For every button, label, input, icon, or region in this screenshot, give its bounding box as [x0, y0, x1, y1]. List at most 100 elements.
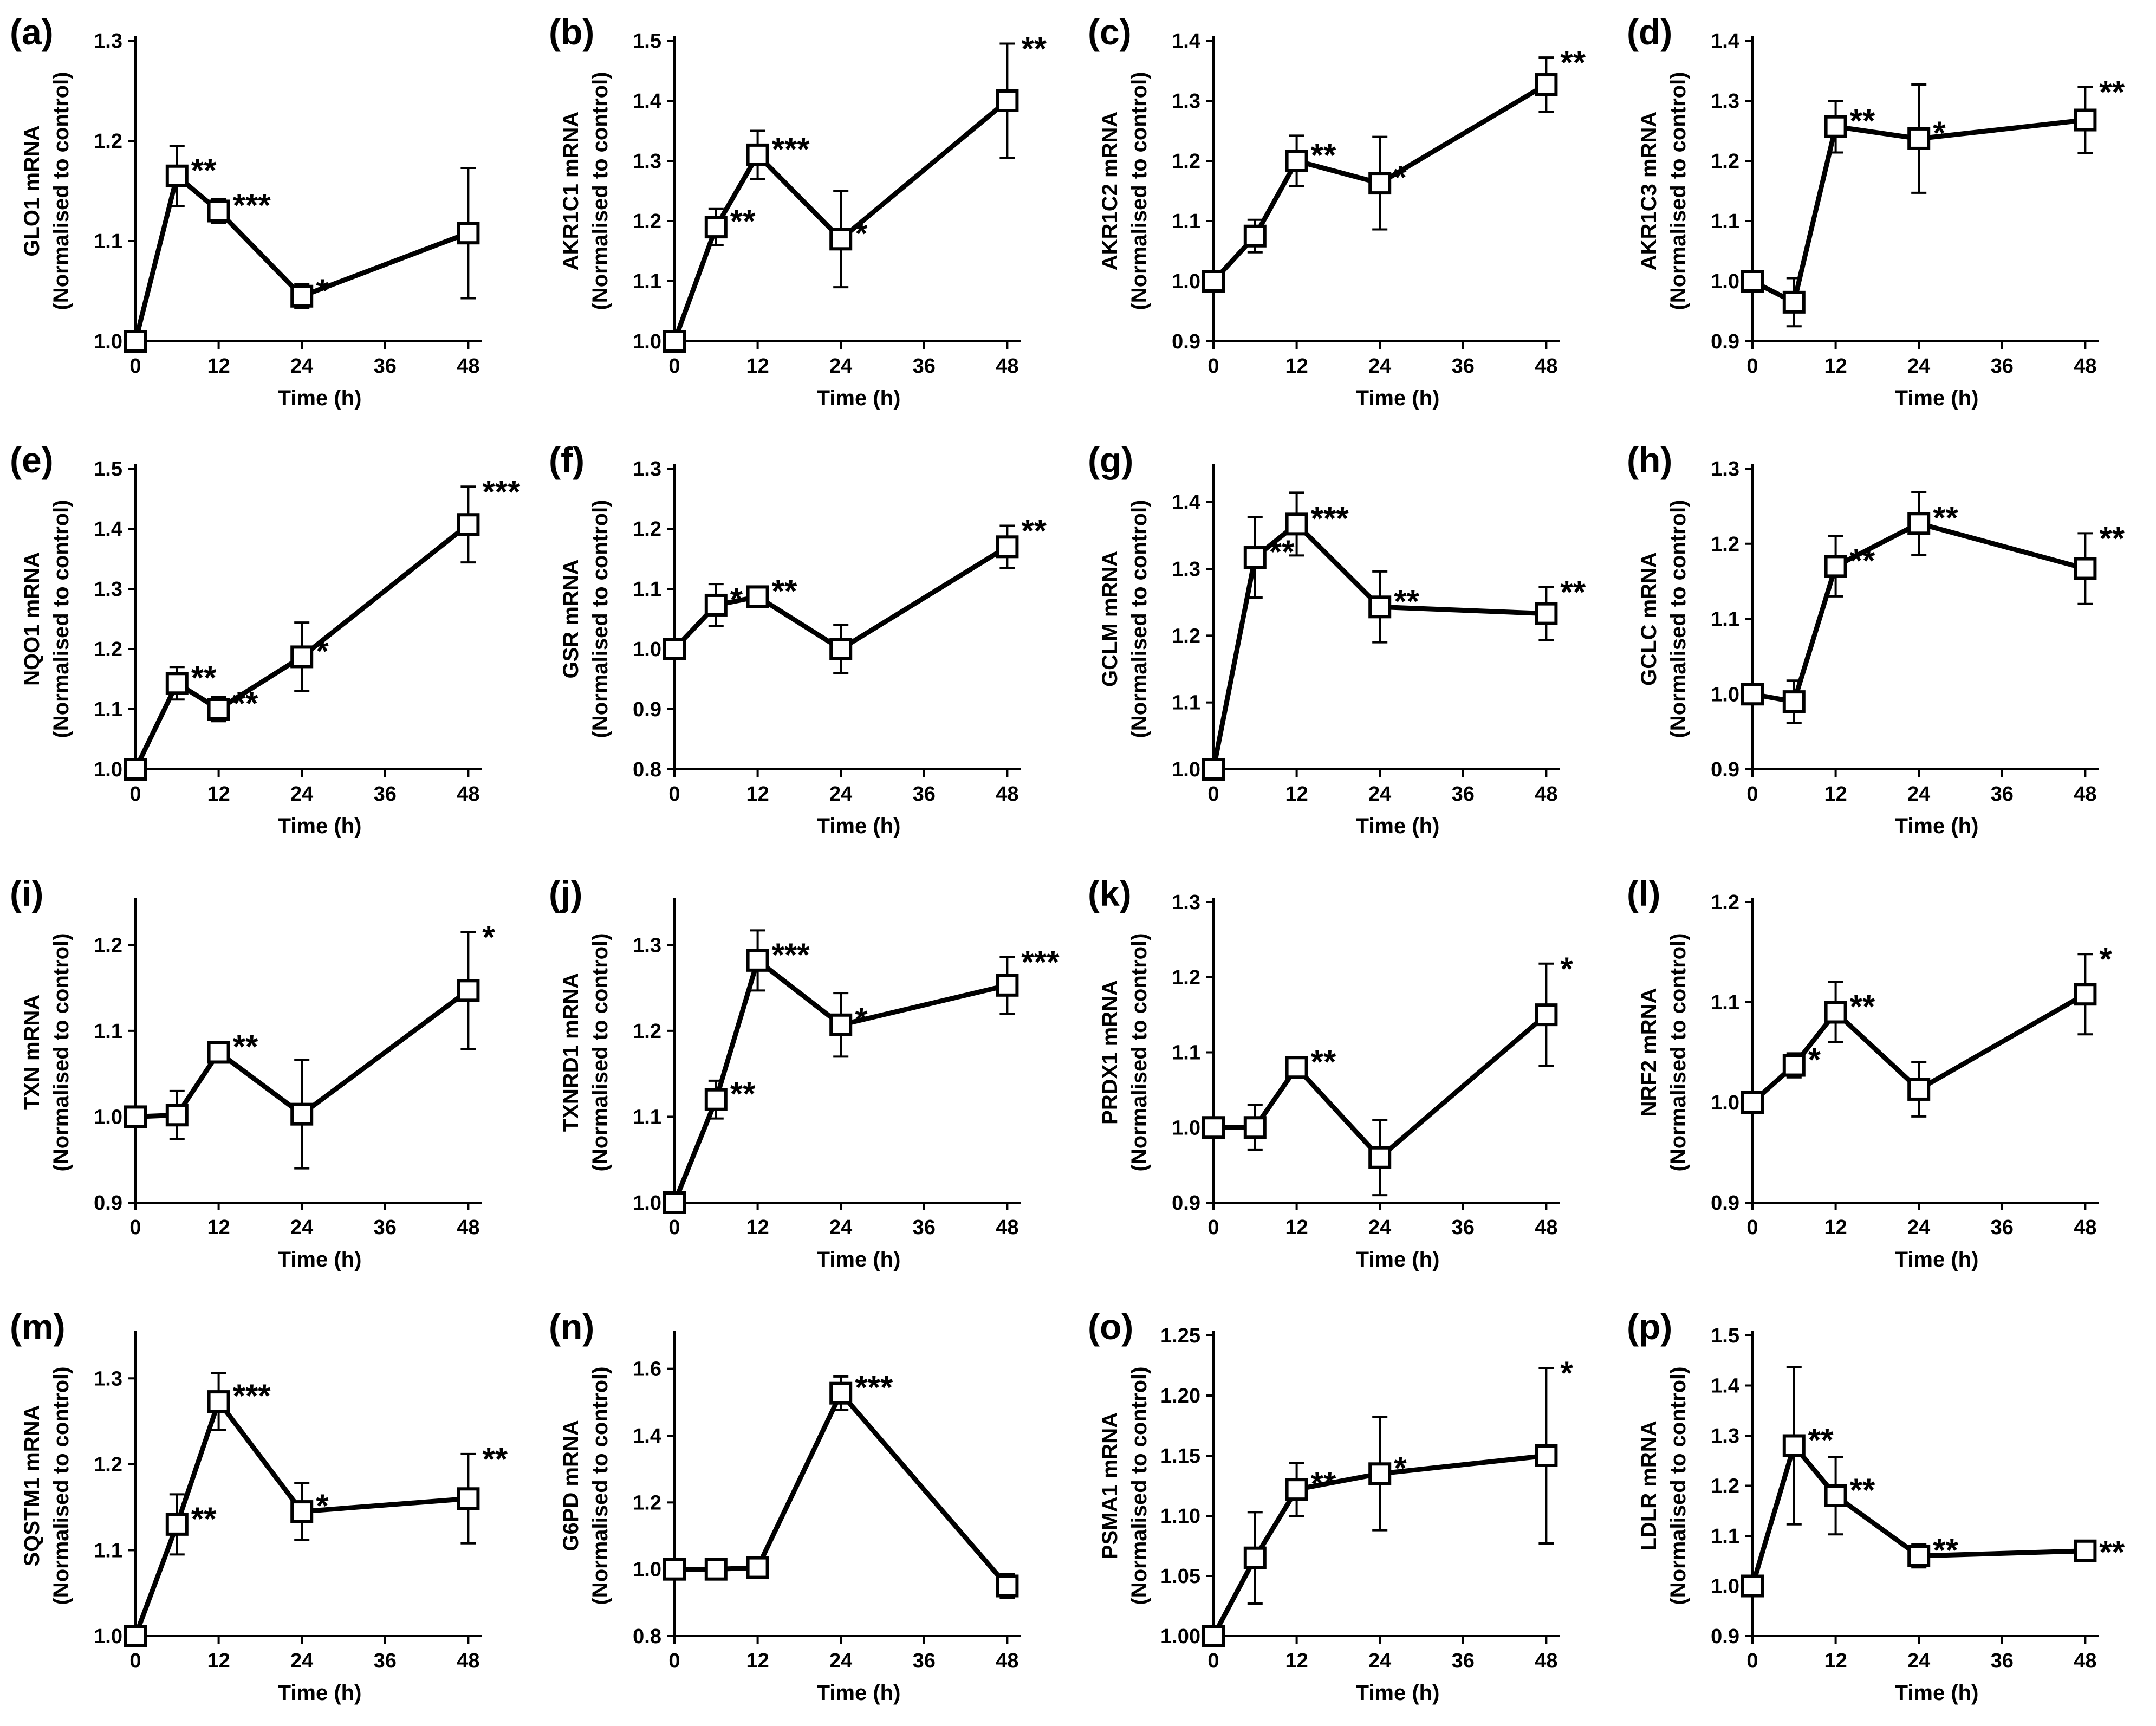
data-point: [996, 89, 1019, 112]
data-point: [1741, 1091, 1764, 1114]
significance-label: *: [1808, 1042, 1821, 1078]
data-point: [124, 1625, 147, 1647]
data-point: [165, 1513, 189, 1536]
data-point: [457, 979, 480, 1002]
significance-label: **: [1311, 1043, 1336, 1080]
significance-label: *: [2099, 941, 2112, 977]
y-tick-label: 1.3: [1711, 90, 1739, 113]
panel-letter: (b): [549, 12, 594, 52]
x-tick-label: 0: [1746, 355, 1758, 378]
panel-letter: (f): [549, 440, 585, 480]
y-axis-subtitle: (Normalised to control): [49, 933, 73, 1171]
x-tick-label: 24: [829, 783, 852, 806]
x-tick-label: 48: [457, 1650, 479, 1672]
y-axis-title: AKR1C2 mRNA: [1098, 112, 1122, 270]
y-axis-subtitle: (Normalised to control): [49, 499, 73, 738]
x-axis-title: Time (h): [278, 386, 362, 410]
x-tick-label: 36: [1452, 783, 1475, 806]
x-axis-title: Time (h): [817, 386, 901, 410]
x-tick-label: 48: [457, 783, 479, 806]
x-tick-label: 12: [746, 1216, 769, 1239]
x-tick-label: 24: [290, 783, 313, 806]
data-point: [2074, 557, 2097, 580]
y-tick-label: 1.1: [1172, 1042, 1200, 1065]
y-tick-label: 1.2: [1172, 625, 1200, 647]
significance-label: **: [191, 152, 217, 189]
x-tick-label: 24: [290, 355, 313, 378]
x-tick-label: 24: [1907, 783, 1930, 806]
y-tick-label: 1.2: [633, 518, 661, 541]
significance-label: ***: [482, 473, 521, 510]
panel-letter: (o): [1088, 1307, 1133, 1347]
significance-label: **: [1933, 1532, 1958, 1568]
y-axis-title: GCLM mRNA: [1098, 551, 1122, 687]
x-tick-label: 12: [207, 355, 230, 378]
x-tick-label: 48: [1535, 783, 1557, 806]
y-tick-label: 1.0: [1711, 1092, 1739, 1114]
y-axis-subtitle: (Normalised to control): [49, 1366, 73, 1605]
x-axis-title: Time (h): [278, 814, 362, 838]
x-tick-label: 36: [374, 1650, 397, 1672]
x-axis-title: Time (h): [278, 1681, 362, 1705]
data-point: [457, 513, 480, 536]
x-tick-label: 36: [374, 355, 397, 378]
data-point: [1368, 595, 1392, 619]
x-tick-label: 12: [746, 1650, 769, 1672]
data-point: [165, 1104, 189, 1127]
data-point: [1741, 270, 1764, 293]
panel-m: (m) 1.0 1.1 1.2 1.3 0 12 24 36 48 Time (h) SQSTM1 m…: [10, 1307, 508, 1705]
data-point: [1202, 1625, 1225, 1647]
data-point: [2074, 1539, 2097, 1562]
x-tick-label: 12: [1824, 1216, 1847, 1239]
y-axis-subtitle: (Normalised to control): [588, 933, 612, 1171]
data-point: [704, 216, 728, 239]
significance-label: ***: [1021, 944, 1060, 980]
y-tick-label: 1.0: [1711, 683, 1739, 706]
significance-label: **: [730, 1076, 756, 1112]
y-tick-label: 1.1: [1172, 692, 1200, 715]
significance-label: **: [1933, 499, 1958, 536]
panel-letter: (h): [1627, 440, 1672, 480]
y-axis-title: TXNRD1 mRNA: [559, 973, 583, 1132]
y-axis-title: NRF2 mRNA: [1637, 988, 1661, 1117]
y-tick-label: 0.9: [1711, 758, 1739, 781]
x-tick-label: 48: [1535, 1216, 1557, 1239]
data-point: [1368, 172, 1392, 195]
y-tick-label: 0.9: [1711, 1625, 1739, 1648]
data-point: [2074, 983, 2097, 1006]
y-tick-label: 1.0: [94, 1625, 122, 1648]
y-axis-title: AKR1C3 mRNA: [1637, 112, 1661, 270]
x-tick-label: 48: [996, 1650, 1018, 1672]
x-tick-label: 36: [913, 1650, 936, 1672]
x-tick-label: 12: [1285, 783, 1308, 806]
data-point: [1243, 224, 1267, 248]
y-tick-label: 1.0: [1172, 270, 1200, 293]
data-point: [165, 672, 189, 695]
y-tick-label: 1.05: [1160, 1565, 1200, 1588]
panel-letter: (n): [549, 1307, 594, 1347]
y-tick-label: 1.3: [94, 578, 122, 601]
data-point: [2074, 108, 2097, 132]
x-axis-title: Time (h): [817, 1248, 901, 1271]
y-axis-subtitle: (Normalised to control): [1666, 1366, 1690, 1605]
y-tick-label: 1.2: [1711, 1475, 1739, 1498]
significance-label: **: [482, 1441, 508, 1477]
y-axis-subtitle: (Normalised to control): [1666, 72, 1690, 310]
y-tick-label: 1.1: [94, 1020, 122, 1043]
data-point: [663, 1191, 686, 1214]
significance-label: *: [316, 1488, 329, 1524]
x-tick-label: 36: [374, 783, 397, 806]
x-tick-label: 48: [1535, 355, 1557, 378]
y-tick-label: 1.0: [1172, 758, 1200, 781]
x-tick-label: 0: [668, 1650, 680, 1672]
data-point: [1782, 690, 1806, 713]
significance-label: *: [1933, 115, 1946, 151]
y-tick-label: 0.9: [1711, 330, 1739, 353]
significance-label: *: [730, 581, 743, 618]
data-point: [1535, 73, 1558, 96]
significance-label: **: [730, 203, 756, 239]
y-tick-label: 1.1: [94, 230, 122, 253]
x-tick-label: 0: [668, 783, 680, 806]
x-tick-label: 36: [1452, 355, 1475, 378]
significance-label: **: [1850, 103, 1875, 139]
